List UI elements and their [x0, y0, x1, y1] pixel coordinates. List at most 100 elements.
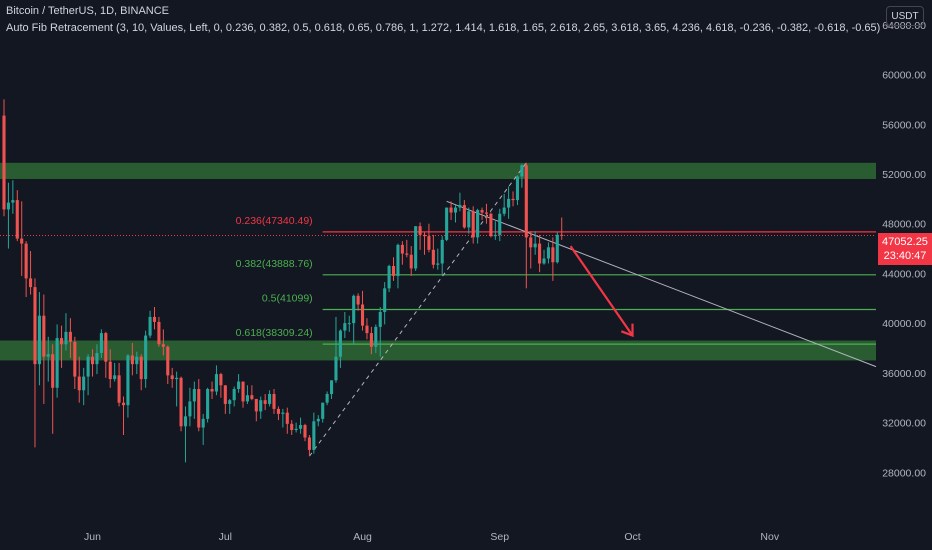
- candle[interactable]: [201, 418, 205, 428]
- candle[interactable]: [90, 356, 95, 365]
- candle[interactable]: [55, 338, 59, 388]
- candle[interactable]: [378, 311, 382, 327]
- candle[interactable]: [551, 247, 555, 263]
- candle[interactable]: [188, 401, 192, 417]
- currency-button[interactable]: USDT: [886, 6, 924, 26]
- candle[interactable]: [95, 352, 99, 365]
- candle[interactable]: [20, 238, 24, 244]
- candle[interactable]: [400, 244, 404, 254]
- support-resistance-zone-1[interactable]: [0, 162, 876, 179]
- candle[interactable]: [77, 376, 81, 391]
- candle[interactable]: [68, 331, 72, 342]
- support-resistance-zone-2[interactable]: [0, 340, 876, 361]
- candle[interactable]: [2, 115, 6, 210]
- candle[interactable]: [290, 423, 294, 431]
- candle[interactable]: [507, 198, 511, 208]
- candle[interactable]: [148, 316, 152, 336]
- indicator-label[interactable]: Auto Fib Retracement (3, 10, Values, Lef…: [6, 22, 881, 34]
- candle[interactable]: [223, 385, 227, 404]
- candle[interactable]: [453, 207, 458, 213]
- candle[interactable]: [15, 200, 19, 239]
- candle[interactable]: [538, 243, 542, 264]
- candle[interactable]: [254, 398, 258, 412]
- candle[interactable]: [250, 395, 254, 399]
- candle[interactable]: [365, 325, 369, 334]
- candle[interactable]: [334, 356, 338, 381]
- candle[interactable]: [135, 356, 139, 365]
- candle[interactable]: [294, 428, 298, 431]
- candle[interactable]: [515, 176, 520, 201]
- candle[interactable]: [268, 393, 272, 404]
- candle[interactable]: [11, 200, 15, 203]
- candle[interactable]: [369, 333, 373, 347]
- bearish-arrow[interactable]: [569, 245, 634, 337]
- candle[interactable]: [175, 377, 179, 380]
- candle[interactable]: [476, 210, 480, 238]
- candle[interactable]: [179, 377, 183, 427]
- candle[interactable]: [206, 389, 210, 419]
- candle[interactable]: [219, 374, 223, 386]
- candle[interactable]: [6, 202, 10, 210]
- candle[interactable]: [458, 205, 462, 208]
- candle[interactable]: [170, 375, 174, 380]
- candle[interactable]: [130, 355, 134, 365]
- candle[interactable]: [449, 207, 453, 213]
- candle[interactable]: [108, 361, 112, 380]
- candle[interactable]: [33, 287, 37, 365]
- candle[interactable]: [210, 389, 214, 392]
- candle[interactable]: [542, 258, 546, 264]
- candle[interactable]: [533, 243, 537, 248]
- candle[interactable]: [343, 323, 347, 331]
- candle[interactable]: [440, 239, 444, 264]
- candle[interactable]: [281, 412, 285, 414]
- candle[interactable]: [321, 402, 325, 419]
- candle[interactable]: [245, 395, 250, 402]
- candle[interactable]: [511, 198, 515, 201]
- candle[interactable]: [520, 165, 524, 177]
- candle[interactable]: [307, 437, 311, 450]
- candle[interactable]: [471, 211, 475, 238]
- candle[interactable]: [214, 374, 219, 392]
- candle[interactable]: [498, 213, 502, 235]
- candle[interactable]: [104, 333, 108, 362]
- candle[interactable]: [126, 355, 130, 406]
- candle[interactable]: [316, 418, 320, 422]
- candle[interactable]: [338, 330, 342, 357]
- candle[interactable]: [325, 393, 329, 403]
- candle[interactable]: [37, 315, 41, 365]
- candle[interactable]: [431, 249, 435, 265]
- candle[interactable]: [86, 356, 90, 377]
- candle[interactable]: [152, 316, 157, 322]
- candle[interactable]: [121, 402, 126, 406]
- candle[interactable]: [445, 207, 449, 240]
- candle[interactable]: [356, 295, 360, 305]
- descending-trendline[interactable]: [446, 200, 877, 368]
- candle[interactable]: [391, 265, 396, 276]
- candle[interactable]: [436, 263, 440, 265]
- candle[interactable]: [166, 346, 170, 376]
- candle[interactable]: [409, 254, 413, 269]
- candle[interactable]: [64, 331, 68, 345]
- candle[interactable]: [422, 234, 427, 237]
- candle[interactable]: [46, 354, 50, 357]
- candle[interactable]: [24, 243, 28, 279]
- candle[interactable]: [228, 400, 232, 404]
- candle[interactable]: [192, 389, 196, 402]
- candle[interactable]: [555, 234, 559, 263]
- candle[interactable]: [352, 295, 356, 324]
- candle[interactable]: [117, 375, 121, 403]
- candle[interactable]: [502, 207, 506, 214]
- candle[interactable]: [467, 211, 471, 228]
- candle[interactable]: [113, 375, 117, 380]
- candle[interactable]: [493, 234, 497, 237]
- candle[interactable]: [387, 265, 391, 289]
- candle[interactable]: [157, 321, 161, 345]
- candle[interactable]: [374, 326, 378, 347]
- candle[interactable]: [259, 400, 263, 412]
- candle[interactable]: [414, 226, 418, 269]
- candle[interactable]: [396, 244, 400, 276]
- candle[interactable]: [303, 425, 307, 438]
- candle[interactable]: [197, 389, 201, 428]
- candle[interactable]: [524, 165, 528, 238]
